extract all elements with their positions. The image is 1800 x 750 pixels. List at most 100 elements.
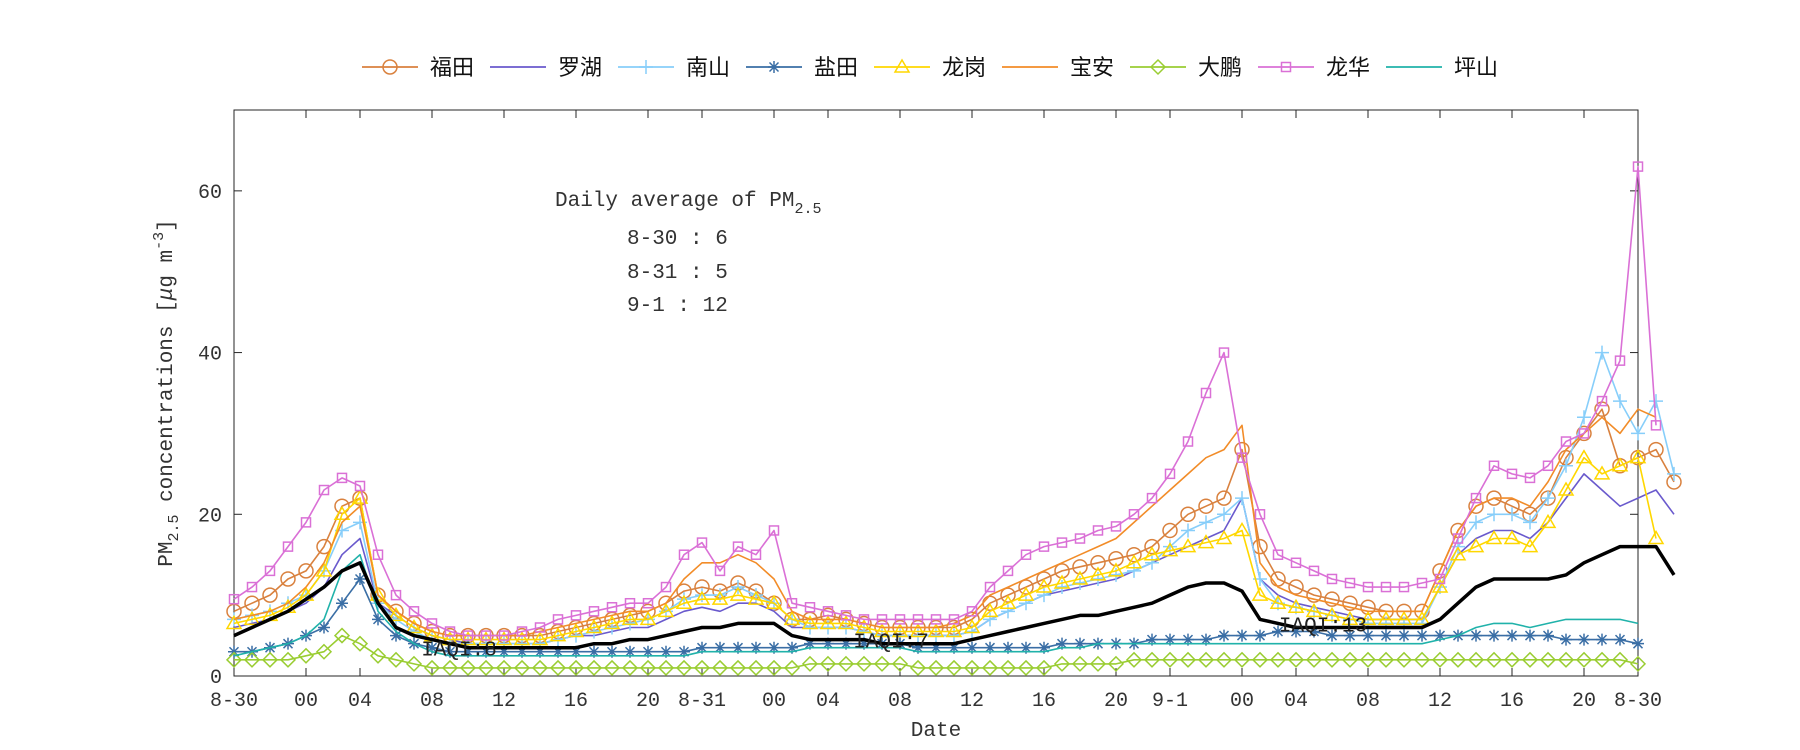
legend-marker — [893, 58, 911, 73]
data-point — [1018, 579, 1034, 595]
data-point — [570, 610, 582, 621]
data-point — [765, 659, 783, 676]
data-point — [1614, 355, 1626, 366]
data-point — [606, 645, 618, 658]
data-point — [1144, 538, 1160, 555]
data-point — [351, 635, 369, 652]
data-point — [1595, 345, 1609, 360]
data-point — [354, 480, 366, 492]
data-point — [1341, 610, 1359, 626]
x-tick-label: 04 — [1284, 690, 1308, 713]
data-point — [657, 659, 675, 676]
data-point — [1269, 651, 1287, 668]
data-point — [1377, 610, 1395, 626]
data-point — [603, 659, 621, 676]
data-point — [552, 614, 564, 625]
data-point — [840, 610, 852, 621]
data-point — [732, 541, 744, 552]
data-point — [262, 587, 278, 603]
data-point — [837, 614, 855, 630]
data-point — [1146, 492, 1158, 504]
data-point — [246, 581, 258, 593]
x-tick-label: 00 — [294, 690, 318, 713]
x-tick-label: 08 — [1356, 690, 1380, 713]
data-point — [1233, 521, 1251, 537]
data-point — [1541, 491, 1555, 506]
data-point — [1539, 513, 1557, 529]
data-point — [1217, 507, 1231, 522]
data-point — [1416, 577, 1428, 589]
x-tick-label: 12 — [1428, 690, 1452, 713]
data-point — [1649, 394, 1663, 409]
data-point — [282, 541, 294, 552]
data-point — [444, 645, 456, 658]
data-point — [1216, 490, 1232, 506]
data-point — [1182, 633, 1194, 646]
series-line — [233, 351, 1675, 645]
data-point — [297, 647, 315, 664]
data-point — [1251, 586, 1269, 601]
data-point — [228, 645, 240, 658]
data-point — [300, 517, 312, 528]
data-point — [280, 571, 296, 587]
data-point — [1359, 610, 1377, 626]
data-point — [966, 641, 978, 654]
data-point — [225, 651, 243, 668]
data-point — [1272, 625, 1284, 638]
series-line — [233, 473, 1675, 645]
data-point — [1344, 577, 1356, 589]
data-point — [390, 629, 402, 642]
x-tick-label: 9-1 — [1152, 690, 1188, 713]
data-point — [1647, 530, 1665, 545]
data-point — [1611, 651, 1629, 668]
data-point — [891, 623, 909, 638]
data-point — [513, 659, 531, 676]
data-point — [1578, 428, 1590, 439]
data-point — [1577, 410, 1591, 425]
data-point — [1145, 555, 1159, 570]
data-point — [1323, 606, 1341, 622]
iaqi-label: IAQI:8 — [421, 640, 497, 663]
data-point — [477, 631, 495, 646]
data-point — [315, 643, 333, 660]
data-point — [660, 645, 672, 658]
data-point — [891, 655, 909, 672]
data-point — [1469, 515, 1483, 530]
data-point — [1324, 591, 1340, 607]
data-point — [1305, 602, 1323, 618]
data-point — [279, 651, 297, 668]
annotation-line-9-1: 9-1 : 12 — [627, 295, 728, 318]
annotation-line-8-30: 8-30 : 6 — [627, 228, 728, 251]
data-point — [804, 637, 816, 650]
data-point — [1254, 509, 1266, 520]
data-point — [1161, 542, 1179, 557]
data-point — [1413, 610, 1431, 626]
data-point — [1056, 637, 1068, 650]
data-point — [1362, 581, 1374, 593]
data-point — [786, 641, 798, 654]
data-point — [927, 659, 945, 676]
data-point — [1434, 573, 1446, 585]
y-tick-label: 60 — [198, 182, 222, 205]
y-axis-label: PM2.5 concentrations [μg m-3] — [151, 219, 183, 567]
data-point — [1395, 610, 1413, 626]
x-tick-label: 16 — [1032, 690, 1056, 713]
data-point — [963, 618, 981, 634]
data-point — [354, 572, 366, 585]
data-point — [948, 614, 960, 625]
data-point — [1054, 563, 1070, 579]
data-point — [714, 641, 726, 654]
legend-item: 南山 — [618, 56, 730, 81]
data-point — [1290, 625, 1302, 638]
data-point — [642, 597, 654, 609]
data-point — [1287, 651, 1305, 668]
data-point — [804, 602, 816, 613]
data-point — [711, 659, 729, 676]
data-point — [1431, 651, 1449, 668]
data-point — [1001, 604, 1015, 619]
data-point — [1632, 161, 1644, 172]
data-point — [315, 562, 333, 577]
data-point — [390, 589, 402, 601]
data-point — [930, 614, 942, 625]
data-point — [678, 645, 690, 658]
